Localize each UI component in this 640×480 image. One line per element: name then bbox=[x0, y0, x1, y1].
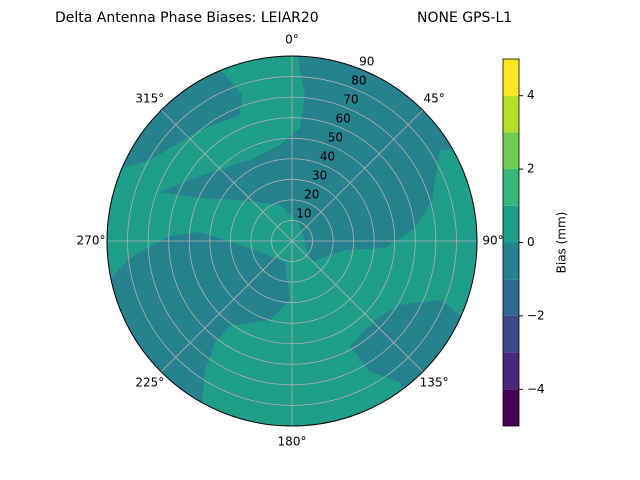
colorbar-tick-label: −2 bbox=[527, 308, 545, 322]
colorbar-tick-label: −4 bbox=[527, 382, 545, 396]
colorbar-band bbox=[503, 205, 519, 243]
axes: 10 20 30 40 50 60 70 80 90 0° 45° 90° 135° 180° 225° 27… bbox=[77, 33, 504, 449]
r-tick-label: 70 bbox=[343, 93, 358, 107]
colorbar-band bbox=[503, 59, 519, 96]
colorbar-label: Bias (mm) bbox=[555, 212, 569, 274]
theta-tick-label: 135° bbox=[420, 376, 449, 390]
contour-region bbox=[160, 56, 477, 262]
theta-tick-label: 180° bbox=[278, 435, 307, 449]
colorbar-tick-label: 0 bbox=[527, 235, 535, 249]
colorbar-tick-label: 4 bbox=[527, 88, 535, 102]
r-tick-label: 50 bbox=[328, 131, 343, 145]
colorbar-band bbox=[503, 242, 519, 280]
chart-title: Delta Antenna Phase Biases: LEIAR20 bbox=[55, 10, 319, 26]
colorbar-band bbox=[503, 389, 519, 426]
r-tick-label: 30 bbox=[312, 169, 327, 183]
r-tick-label: 60 bbox=[336, 112, 351, 126]
grid-line bbox=[160, 240, 293, 373]
r-tick-label: 20 bbox=[304, 188, 319, 202]
theta-tick-label: 90° bbox=[482, 234, 503, 248]
colorbar-band bbox=[503, 169, 519, 206]
theta-tick-label: 225° bbox=[135, 376, 164, 390]
plot-border bbox=[106, 55, 478, 427]
r-tick-label: 90 bbox=[359, 55, 374, 69]
colorbar-band bbox=[503, 315, 519, 353]
r-tick-label: 40 bbox=[320, 150, 335, 164]
theta-tick-label: 45° bbox=[423, 91, 444, 105]
colorbar-band bbox=[503, 279, 519, 316]
theta-tick-label: 315° bbox=[135, 91, 164, 105]
chart-subtitle: NONE GPS-L1 bbox=[417, 10, 512, 26]
r-tick-label: 80 bbox=[351, 74, 366, 88]
theta-tick-label: 270° bbox=[77, 234, 106, 248]
colorbar-band bbox=[503, 95, 519, 133]
colorbar-tick-label: 2 bbox=[527, 162, 535, 176]
theta-tick-label: 0° bbox=[285, 33, 299, 47]
grid-line bbox=[160, 109, 293, 242]
colorbar-band bbox=[503, 132, 519, 170]
grid-line bbox=[291, 109, 424, 242]
r-tick-label: 10 bbox=[296, 207, 311, 221]
colorbar-band bbox=[503, 352, 519, 390]
grid-line bbox=[291, 240, 424, 373]
